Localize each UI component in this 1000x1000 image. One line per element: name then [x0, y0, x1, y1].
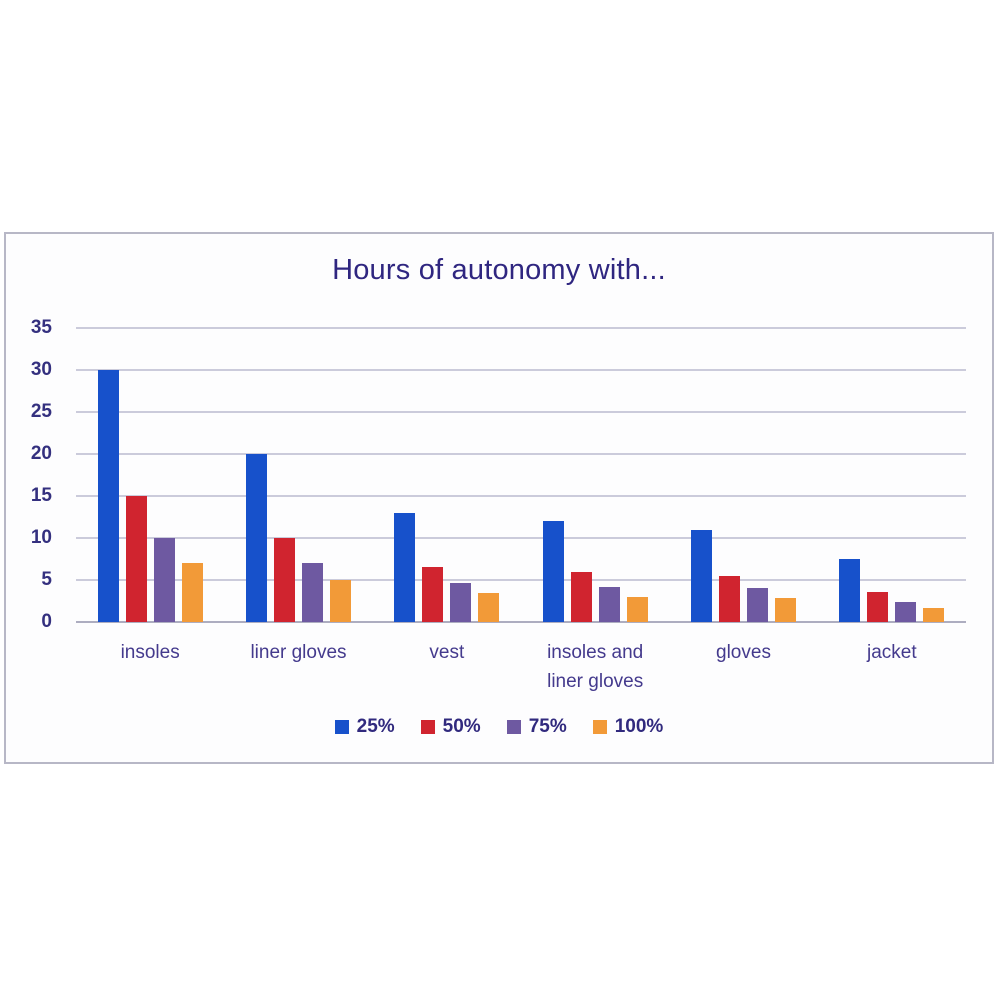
bar-100% — [478, 592, 500, 622]
gridline — [76, 411, 966, 413]
bar-100% — [774, 597, 796, 622]
y-axis-tick-label: 20 — [30, 443, 52, 464]
bar-75% — [301, 563, 323, 622]
chart-panel: Hours of autonomy with... 0 5 10 15 20 25 30 35… — [4, 232, 994, 764]
legend-label: 100% — [614, 716, 664, 737]
bar-100% — [923, 607, 945, 622]
legend-swatch-icon — [506, 720, 521, 734]
y-axis-tick-label: 30 — [30, 359, 52, 380]
legend-label: 50% — [442, 716, 481, 737]
bar-100% — [329, 580, 351, 622]
gridline — [76, 327, 966, 329]
y-axis-tick-label: 25 — [30, 401, 52, 422]
bar-25% — [394, 512, 416, 622]
bar-75% — [746, 587, 768, 622]
bar-group-3 — [373, 328, 521, 622]
y-axis-tick-label: 5 — [41, 569, 52, 590]
bar-25% — [839, 559, 861, 622]
y-axis-tick-label: 15 — [30, 485, 52, 506]
gridline — [76, 579, 966, 581]
gridline — [76, 495, 966, 497]
bar-50% — [570, 571, 592, 622]
legend-label: 25% — [356, 716, 395, 737]
legend: 25% 50% 75% 100% — [6, 716, 992, 738]
legend-item: 100% — [592, 716, 664, 738]
bar-group-5 — [669, 328, 817, 622]
bar-100% — [181, 563, 203, 622]
bar-50% — [125, 496, 147, 622]
gridline — [76, 369, 966, 371]
bar-75% — [598, 586, 620, 622]
gridline — [76, 537, 966, 539]
x-axis-labels: insoles liner gloves vest insoles and liner… — [76, 638, 966, 697]
legend-item: 25% — [334, 716, 395, 738]
bar-100% — [626, 596, 648, 622]
x-axis-category-label: insoles and liner gloves — [547, 642, 644, 693]
legend-swatch-icon — [420, 720, 435, 734]
chart-title: Hours of autonomy with... — [332, 254, 666, 286]
bar-50% — [718, 575, 740, 622]
y-axis-tick-label: 10 — [30, 527, 52, 548]
bar-75% — [450, 583, 472, 622]
bar-25% — [245, 454, 267, 622]
bar-75% — [895, 601, 917, 622]
x-axis-category-label: gloves — [716, 642, 771, 663]
bar-25% — [690, 529, 712, 622]
legend-label: 75% — [528, 716, 567, 737]
x-axis-category-label: liner gloves — [250, 642, 347, 663]
gridline — [76, 453, 966, 455]
y-axis-tick-label: 35 — [30, 317, 52, 338]
bar-groups — [76, 328, 966, 622]
bar-25% — [542, 521, 564, 622]
gridline — [76, 621, 966, 623]
x-axis-category-label: jacket — [866, 642, 917, 663]
legend-swatch-icon — [592, 720, 607, 734]
plot-area — [76, 327, 966, 623]
x-axis-category-label: vest — [429, 642, 465, 663]
bar-50% — [273, 538, 295, 622]
x-axis-category-label: insoles — [120, 642, 180, 663]
bar-75% — [153, 538, 175, 622]
legend-item: 50% — [420, 716, 481, 738]
y-axis-tick-label: 0 — [41, 611, 52, 632]
bar-group-1 — [76, 328, 224, 622]
bar-group-4 — [521, 328, 669, 622]
legend-item: 75% — [506, 716, 567, 738]
bar-25% — [97, 370, 119, 622]
bar-group-6 — [818, 328, 966, 622]
bar-50% — [867, 591, 889, 622]
legend-swatch-icon — [334, 720, 349, 734]
bar-group-2 — [224, 328, 372, 622]
y-axis: 0 5 10 15 20 25 30 35 — [6, 317, 62, 632]
bar-50% — [422, 567, 444, 622]
